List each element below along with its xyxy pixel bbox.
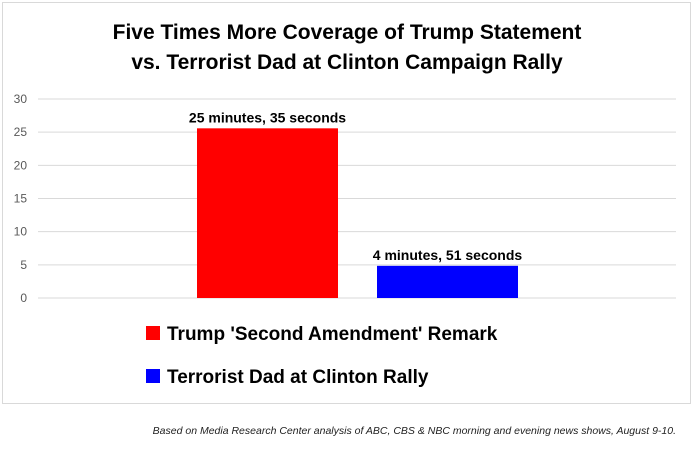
y-tick-label: 25 xyxy=(14,125,28,139)
bar-chart: 0 5 10 15 20 25 30 25 minutes, 35 seconds 4 minu… xyxy=(14,92,676,388)
chart-title-line-1: Five Times More Coverage of Trump Statem… xyxy=(112,21,582,44)
y-tick-label: 10 xyxy=(14,225,28,239)
bar xyxy=(377,265,518,298)
y-tick-label: 5 xyxy=(20,258,27,272)
y-tick-label: 0 xyxy=(20,291,27,305)
chart-title: Five Times More Coverage of Trump Statem… xyxy=(0,18,694,78)
y-tick-label: 15 xyxy=(14,192,28,206)
source-note: Based on Media Research Center analysis … xyxy=(152,425,676,437)
legend-swatch xyxy=(146,326,160,340)
data-label: 25 minutes, 35 seconds xyxy=(189,109,346,125)
legend-label: Trump 'Second Amendment' Remark xyxy=(167,324,498,345)
chart-title-line-2: vs. Terrorist Dad at Clinton Campaign Ra… xyxy=(131,51,563,74)
data-label: 4 minutes, 51 seconds xyxy=(373,247,523,263)
legend-swatch xyxy=(146,369,160,383)
y-tick-label: 30 xyxy=(14,92,28,106)
legend-label: Terrorist Dad at Clinton Rally xyxy=(167,367,429,388)
y-tick-label: 20 xyxy=(14,158,28,172)
bar xyxy=(197,128,338,298)
chart-frame xyxy=(2,2,691,404)
